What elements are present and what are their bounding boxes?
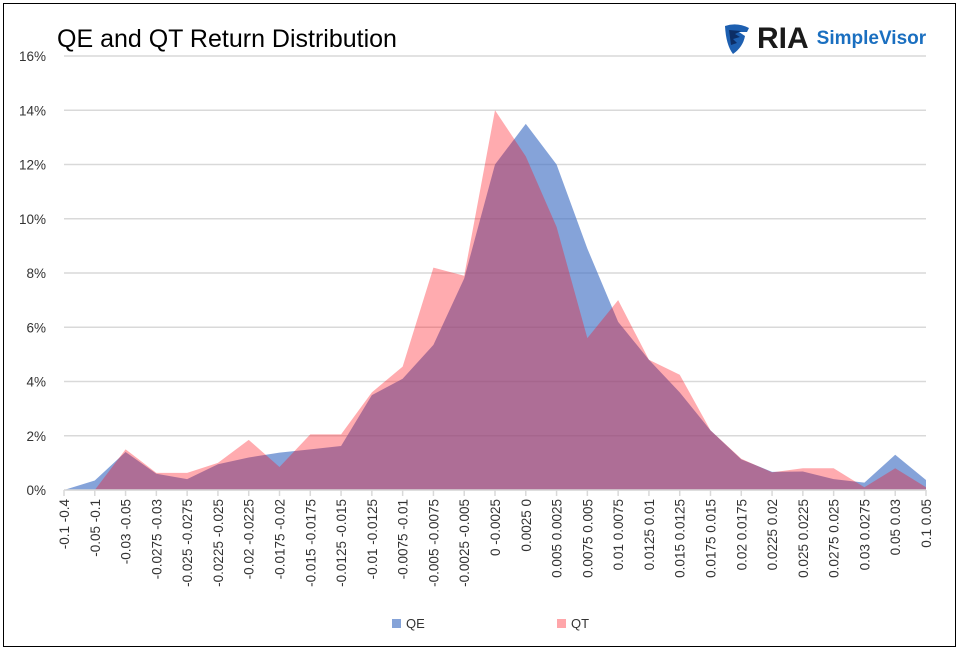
y-tick-label: 4% xyxy=(26,375,46,390)
x-tick-label: -0.05 -0.1 xyxy=(88,499,103,557)
logo-brand: RIA xyxy=(757,22,809,55)
legend-item-qe: QE xyxy=(392,616,425,631)
x-tick-label: -0.01 -0.0125 xyxy=(365,499,380,579)
x-tick-label: 0.03 0.0275 xyxy=(857,499,872,570)
x-tick-label: 0.02 0.0175 xyxy=(734,499,749,570)
x-tick-label: 0.0125 0.01 xyxy=(642,499,657,570)
x-tick-label: -0.0025 -0.005 xyxy=(457,499,472,587)
x-tick-label: 0.1 0.05 xyxy=(919,499,934,548)
chart-title: QE and QT Return Distribution xyxy=(57,25,397,53)
area-series-qe xyxy=(64,123,926,490)
y-tick-label: 10% xyxy=(19,212,46,227)
x-tick-label: 0.0025 0 xyxy=(519,499,534,552)
logo-product: SimpleVisor xyxy=(816,28,927,49)
x-tick-label: -0.1 -0.4 xyxy=(57,499,72,550)
x-tick-label: 0.0225 0.02 xyxy=(765,499,780,570)
chart-frame xyxy=(3,3,956,647)
legend-swatch-qe xyxy=(392,619,401,628)
y-tick-label: 16% xyxy=(19,49,46,64)
y-tick-label: 2% xyxy=(26,429,46,444)
legend-swatch-qt xyxy=(557,619,566,628)
y-tick-label: 8% xyxy=(26,266,46,281)
x-tick-label: 0.0075 0.005 xyxy=(580,499,595,578)
y-tick-label: 6% xyxy=(26,320,46,335)
x-tick-label: -0.0175 -0.02 xyxy=(273,499,288,579)
eagle-shield-icon xyxy=(725,24,749,54)
x-tick-label: -0.005 -0.0075 xyxy=(426,499,441,587)
legend-item-qt: QT xyxy=(557,616,589,631)
ria-simplevisor-logo: RIA SimpleVisor xyxy=(723,22,926,56)
x-tick-label: 0.01 0.0075 xyxy=(611,499,626,570)
x-tick-label: -0.0225 -0.025 xyxy=(211,499,226,587)
x-tick-label: -0.025 -0.0275 xyxy=(180,499,195,587)
y-tick-label: 14% xyxy=(19,103,46,118)
x-tick-label: -0.0275 -0.03 xyxy=(149,499,164,579)
y-tick-label: 12% xyxy=(19,158,46,173)
x-tick-label: 0.05 0.03 xyxy=(888,499,903,555)
x-tick-label: -0.03 -0.05 xyxy=(119,499,134,564)
legend-label-qt: QT xyxy=(571,616,590,631)
x-tick-label: -0.02 -0.0225 xyxy=(242,499,257,579)
x-tick-label: 0.0275 0.025 xyxy=(827,499,842,578)
x-tick-label: 0.0175 0.015 xyxy=(704,499,719,578)
x-tick-label: -0.0125 -0.015 xyxy=(334,499,349,587)
legend-label-qe: QE xyxy=(406,616,425,631)
x-tick-label: 0.005 0.0025 xyxy=(550,499,565,578)
y-tick-label: 0% xyxy=(26,483,46,498)
x-tick-label: 0 -0.0025 xyxy=(488,499,503,556)
x-tick-label: 0.025 0.0225 xyxy=(796,499,811,578)
x-tick-label: 0.015 0.0125 xyxy=(673,499,688,578)
x-tick-label: -0.015 -0.0175 xyxy=(303,499,318,587)
x-tick-label: -0.0075 -0.01 xyxy=(396,499,411,579)
area-series-qt xyxy=(64,110,926,490)
